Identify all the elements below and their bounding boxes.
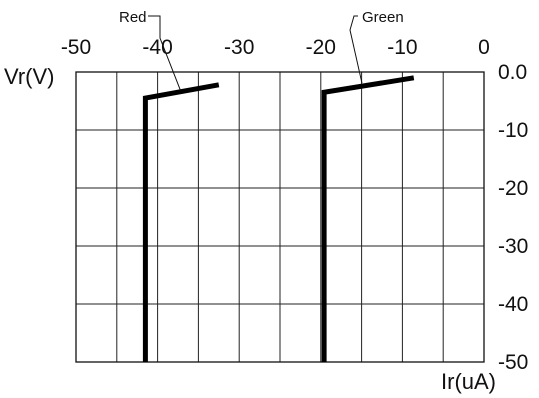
y-tick-label: -30 <box>498 235 528 258</box>
x-tick-label: 0 <box>478 36 490 59</box>
y-tick-labels: 0.0 -10 -20 -30 -40 -50 <box>498 61 528 374</box>
series-labels: Red Green <box>119 9 404 90</box>
series-line-red <box>142 82 220 362</box>
series-group <box>142 75 415 362</box>
x-tick-label: -50 <box>61 36 91 59</box>
y-tick-label: -40 <box>498 293 528 316</box>
y-axis-label: Vr(V) <box>4 64 55 89</box>
plot-frame <box>75 71 485 363</box>
y-tick-label: -20 <box>498 177 528 200</box>
plot-border <box>75 71 485 363</box>
grid <box>76 72 484 362</box>
leader-line-red <box>148 15 181 90</box>
y-tick-label: -50 <box>498 351 528 374</box>
x-tick-label: -10 <box>387 36 417 59</box>
x-tick-label: -20 <box>306 36 336 59</box>
leader-line-green <box>349 15 363 84</box>
x-tick-label: -30 <box>224 36 254 59</box>
series-label-green: Green <box>362 9 404 26</box>
x-axis-label: Ir(uA) <box>441 369 496 394</box>
y-tick-label: -10 <box>498 119 528 142</box>
x-tick-labels: -50 -40 -30 -20 -10 0 <box>61 36 490 59</box>
x-tick-label: -40 <box>142 36 172 59</box>
y-tick-label: 0.0 <box>498 61 527 84</box>
series-label-red: Red <box>119 9 147 26</box>
series-line-green <box>321 75 415 362</box>
